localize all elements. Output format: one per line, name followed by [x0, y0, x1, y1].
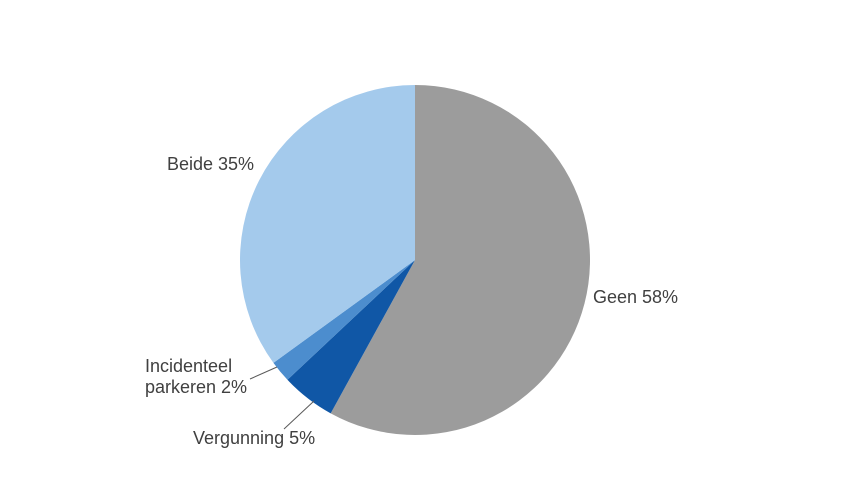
leader-line-vergunning: [283, 400, 315, 430]
slice-label-geen: Geen 58%: [593, 287, 679, 307]
pie-slice-geen: [330, 85, 591, 435]
pie-slice-vergunning: [287, 260, 415, 414]
slice-label-incidenteel-parkeren: Incidenteel parkeren 2%: [145, 356, 248, 397]
slice-label-beide: Beide 35%: [167, 154, 255, 174]
pie-slice-incidenteel-parkeren: [273, 260, 415, 380]
leader-line-incidenteel-parkeren: [249, 366, 278, 380]
pie-slice-beide: [239, 85, 415, 363]
pie-slices: [239, 85, 591, 435]
slice-label-vergunning: Vergunning 5%: [193, 428, 316, 448]
